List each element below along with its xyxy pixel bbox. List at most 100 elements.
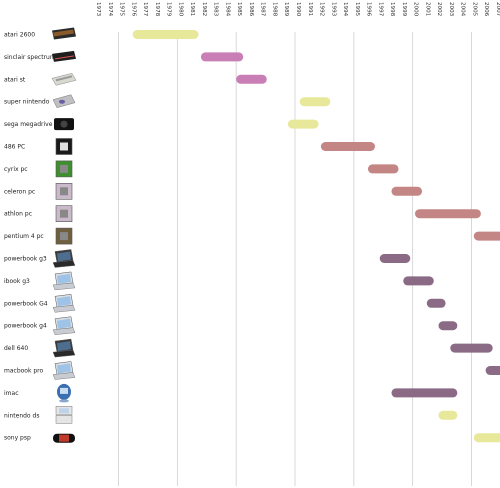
x-tick-label: 1995 bbox=[354, 2, 360, 17]
x-tick-label: 1973 bbox=[95, 2, 101, 17]
atari-2600-console-icon bbox=[52, 27, 76, 40]
x-tick-label: 2003 bbox=[448, 2, 454, 17]
x-tick-label: 1994 bbox=[342, 2, 348, 17]
ibook-g3-laptop-icon bbox=[52, 271, 76, 291]
row-label: pentium 4 pc bbox=[4, 233, 44, 240]
x-tick-label: 2007 bbox=[495, 2, 500, 17]
x-tick-label: 1978 bbox=[154, 2, 160, 17]
row-powerbook-g3: powerbook g3 bbox=[4, 249, 411, 268]
gantt-bar bbox=[391, 388, 458, 398]
powerbook-g4-laptop-icon bbox=[52, 294, 76, 313]
x-tick-label: 1999 bbox=[401, 2, 407, 17]
row-label: powerbook G4 bbox=[4, 300, 48, 307]
pentium-4-chip-icon bbox=[55, 227, 73, 245]
x-tick-label: 1976 bbox=[130, 2, 136, 17]
row-imac: imac bbox=[4, 383, 458, 403]
row-label: sega megadrive bbox=[4, 121, 53, 128]
gantt-bar bbox=[320, 142, 375, 151]
row-label: atari st bbox=[4, 76, 26, 83]
celeron-processor-chip-icon bbox=[55, 183, 73, 200]
macbook-pro-laptop-icon bbox=[52, 361, 76, 380]
row-label: macbook pro bbox=[4, 368, 43, 375]
row-label: atari 2600 bbox=[4, 32, 35, 39]
x-tick-label: 2004 bbox=[460, 2, 466, 17]
x-tick-label: 1991 bbox=[307, 2, 313, 17]
sinclair-spectrum-icon bbox=[52, 50, 76, 62]
row-atari-2600: atari 2600 bbox=[4, 27, 199, 40]
row-powerbook-g4: powerbook g4 bbox=[4, 316, 458, 335]
gantt-bar bbox=[132, 30, 199, 39]
row-super-nintendo: super nintendo bbox=[4, 94, 331, 108]
gantt-bar bbox=[450, 343, 493, 353]
x-tick-label: 1979 bbox=[166, 2, 172, 17]
x-tick-label: 1996 bbox=[366, 2, 372, 17]
row-nintendo-ds: nintendo ds bbox=[4, 406, 458, 424]
gantt-bar bbox=[426, 298, 446, 308]
x-tick-label: 1992 bbox=[319, 2, 325, 16]
gantt-bar bbox=[200, 52, 244, 62]
x-tick-label: 1974 bbox=[107, 2, 113, 17]
super-nintendo-icon bbox=[52, 94, 76, 108]
gantt-bar bbox=[415, 209, 481, 219]
x-tick-label: 1986 bbox=[248, 2, 254, 17]
cyrix-processor-chip-icon bbox=[55, 160, 73, 178]
sony-psp-handheld-icon bbox=[53, 433, 75, 443]
486-processor-chip-icon bbox=[55, 138, 73, 155]
imac-computer-icon bbox=[57, 383, 71, 403]
x-tick-label: 1997 bbox=[377, 2, 383, 17]
gantt-bar bbox=[403, 276, 434, 286]
x-tick-label: 1980 bbox=[177, 2, 183, 17]
row-pentium-4-pc: pentium 4 pc bbox=[4, 227, 500, 245]
gantt-bar bbox=[379, 254, 411, 263]
row-label: imac bbox=[4, 390, 19, 397]
row-atari-st: atari st bbox=[4, 73, 267, 86]
x-tick-label: 2002 bbox=[436, 2, 442, 16]
row-dell-640: dell 640 bbox=[4, 338, 493, 358]
gantt-bar bbox=[287, 119, 319, 129]
x-tick-label: 1981 bbox=[189, 2, 195, 17]
row-sega-megadrive: sega megadrive bbox=[4, 118, 319, 131]
x-tick-label: 1984 bbox=[224, 2, 230, 17]
row-label: athlon pc bbox=[4, 211, 32, 218]
x-tick-label: 1990 bbox=[295, 2, 301, 17]
x-tick-label: 1982 bbox=[201, 2, 207, 16]
gantt-bar bbox=[438, 410, 458, 420]
row-ibook-g3: ibook g3 bbox=[4, 271, 434, 291]
gantt-bar bbox=[391, 186, 423, 196]
grid-lines bbox=[118, 32, 472, 486]
row-cyrix-pc: cyrix pc bbox=[4, 160, 399, 178]
row-label: celeron pc bbox=[4, 188, 35, 195]
x-tick-label: 2001 bbox=[424, 2, 430, 17]
row-macbook-pro: macbook pro bbox=[4, 361, 500, 380]
row-sony-psp: sony psp bbox=[4, 433, 500, 443]
gantt-bar bbox=[236, 74, 267, 84]
atari-st-computer-icon bbox=[51, 73, 77, 86]
row-label: powerbook g3 bbox=[4, 256, 47, 263]
dell-640-laptop-icon bbox=[52, 338, 76, 358]
x-axis-ticks: 1973 1974 1975 1976 1977 1978 1979 1980 1981 1982… bbox=[95, 2, 500, 17]
powerbook-g4-silver-laptop-icon bbox=[52, 316, 76, 335]
nintendo-ds-handheld-icon bbox=[55, 406, 73, 424]
rows: atari 2600 sinclair spectrum atari st super… bbox=[4, 27, 500, 443]
gantt-bar bbox=[485, 366, 500, 375]
x-tick-label: 1985 bbox=[236, 2, 242, 17]
row-label: sony psp bbox=[4, 435, 31, 442]
sega-megadrive-icon bbox=[54, 118, 74, 131]
row-label: ibook g3 bbox=[4, 278, 30, 285]
row-athlon-pc: athlon pc bbox=[4, 205, 481, 222]
x-tick-label: 1977 bbox=[142, 2, 148, 17]
row-sinclair-spectrum: sinclair spectrum bbox=[4, 50, 244, 62]
row-label: super nintendo bbox=[4, 99, 50, 106]
gantt-bar bbox=[367, 164, 399, 174]
x-tick-label: 1989 bbox=[283, 2, 289, 17]
gantt-bar bbox=[473, 433, 500, 443]
gantt-bar bbox=[473, 231, 500, 241]
athlon-processor-chip-icon bbox=[55, 205, 73, 222]
x-tick-label: 2000 bbox=[413, 2, 419, 17]
row-label: nintendo ds bbox=[4, 412, 39, 419]
row-label: 486 PC bbox=[4, 144, 25, 151]
x-tick-label: 1993 bbox=[330, 2, 336, 17]
row-label: cyrix pc bbox=[4, 166, 28, 173]
gantt-bar bbox=[438, 321, 458, 331]
